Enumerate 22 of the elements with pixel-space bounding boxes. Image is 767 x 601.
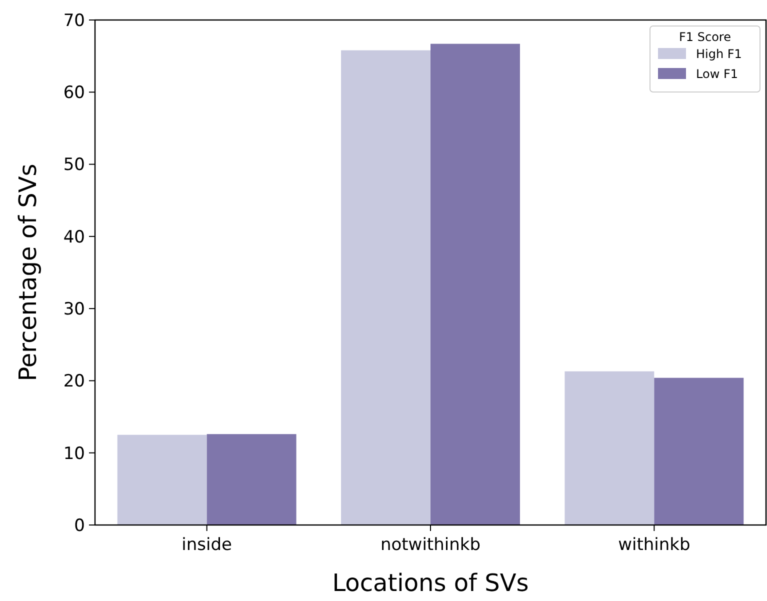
y-axis-title: Percentage of SVs xyxy=(14,164,42,382)
x-tick-label: notwithinkb xyxy=(380,535,481,555)
y-tick-label: 50 xyxy=(63,155,85,176)
y-tick-label: 10 xyxy=(63,444,85,464)
y-tick-label: 70 xyxy=(63,10,85,31)
x-tick-label: withinkb xyxy=(618,535,690,555)
x-axis-title: Locations of SVs xyxy=(332,569,529,597)
bar xyxy=(341,50,430,525)
bar xyxy=(117,434,207,525)
y-tick-label: 20 xyxy=(63,372,85,392)
y-tick-label: 0 xyxy=(74,516,85,536)
y-tick-label: 60 xyxy=(63,83,85,104)
legend-title: F1 Score xyxy=(679,30,731,44)
y-tick-label: 30 xyxy=(63,300,85,320)
bar xyxy=(564,371,654,525)
bar xyxy=(206,434,296,525)
bar xyxy=(654,378,744,525)
bar xyxy=(430,44,520,525)
y-tick-label: 40 xyxy=(63,227,85,248)
legend-label: Low F1 xyxy=(696,67,738,81)
x-tick-label: inside xyxy=(182,535,232,555)
legend-label: High F1 xyxy=(696,47,742,61)
